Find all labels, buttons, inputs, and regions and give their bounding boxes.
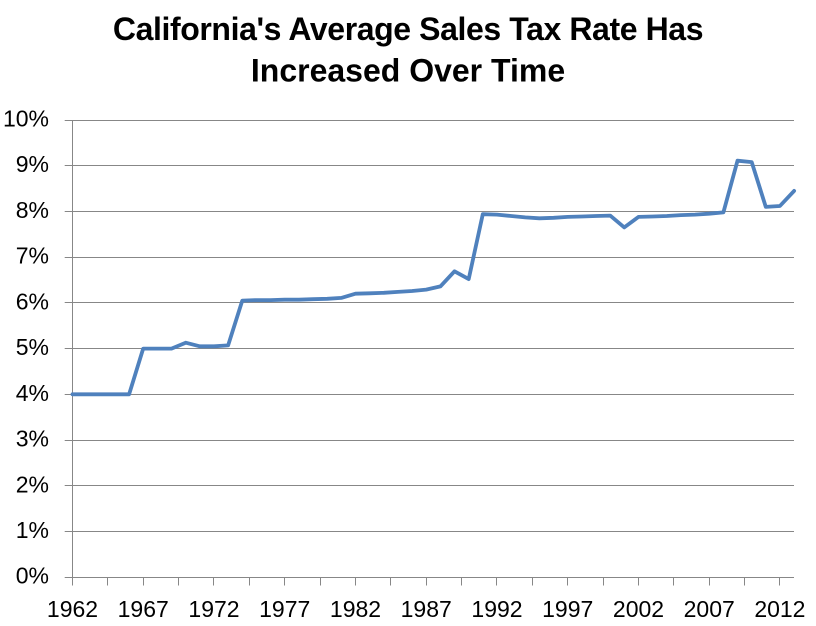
svg-text:1%: 1%	[16, 517, 49, 543]
svg-text:Increased Over Time: Increased Over Time	[251, 53, 565, 89]
svg-text:8%: 8%	[16, 197, 49, 223]
svg-text:1987: 1987	[401, 596, 452, 621]
svg-text:7%: 7%	[16, 243, 49, 269]
svg-text:2002: 2002	[613, 596, 664, 621]
svg-text:9%: 9%	[16, 151, 49, 177]
svg-text:1967: 1967	[118, 596, 169, 621]
svg-text:1992: 1992	[471, 596, 522, 621]
svg-text:1977: 1977	[259, 596, 310, 621]
svg-text:0%: 0%	[16, 563, 49, 589]
svg-text:2%: 2%	[16, 471, 49, 497]
svg-text:10%: 10%	[3, 106, 49, 132]
svg-text:6%: 6%	[16, 288, 49, 314]
svg-text:California's Average Sales Tax: California's Average Sales Tax Rate Has	[113, 11, 703, 47]
svg-text:4%: 4%	[16, 380, 49, 406]
svg-text:3%: 3%	[16, 426, 49, 452]
svg-text:1972: 1972	[188, 596, 239, 621]
svg-text:2012: 2012	[754, 596, 805, 621]
svg-text:1982: 1982	[330, 596, 381, 621]
svg-text:1997: 1997	[542, 596, 593, 621]
svg-text:5%: 5%	[16, 334, 49, 360]
svg-text:2007: 2007	[684, 596, 735, 621]
svg-text:1962: 1962	[47, 596, 98, 621]
